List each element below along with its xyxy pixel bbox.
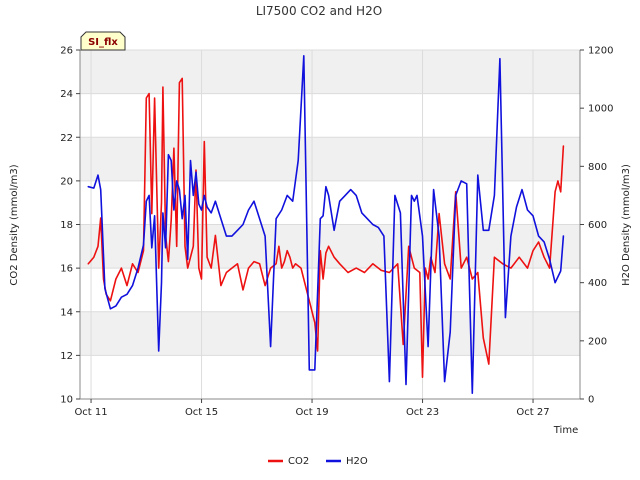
series-layer bbox=[87, 54, 565, 395]
legend-co2-label: CO2 bbox=[288, 456, 309, 467]
site-badge-label: SI_flx bbox=[88, 37, 118, 48]
series-line-h2o bbox=[87, 54, 565, 395]
x-axis: Oct 11 Oct 15 Oct 19 Oct 23 Oct 27 bbox=[74, 399, 550, 418]
y-left-tick-label: 24 bbox=[60, 89, 73, 100]
y-axis-left-label: CO2 Density (mmol/m3) bbox=[9, 164, 20, 285]
y-right-tick-label: 200 bbox=[588, 336, 607, 347]
y-left-tick-label: 22 bbox=[60, 133, 73, 144]
y-axis-right-label: H2O Density (mmol/m3) bbox=[621, 164, 632, 286]
y-left-tick-label: 16 bbox=[60, 264, 73, 275]
y-axis-left: 10 12 14 16 18 20 22 24 26 bbox=[60, 46, 80, 406]
y-right-tick-label: 400 bbox=[588, 278, 607, 289]
plot-band bbox=[80, 224, 580, 269]
chart-title: LI7500 CO2 and H2O bbox=[256, 4, 382, 18]
y-left-tick-label: 12 bbox=[60, 351, 73, 362]
y-right-tick-label: 1200 bbox=[588, 46, 613, 57]
x-tick-label: Oct 27 bbox=[516, 407, 549, 418]
y-right-tick-label: 1000 bbox=[588, 104, 613, 115]
y-left-tick-label: 20 bbox=[60, 176, 73, 187]
y-right-tick-label: 600 bbox=[588, 220, 607, 231]
series-line-co2 bbox=[87, 77, 565, 379]
y-right-tick-label: 0 bbox=[588, 395, 594, 406]
plot-band bbox=[80, 311, 580, 356]
y-left-tick-label: 26 bbox=[60, 46, 73, 57]
x-tick-label: Oct 23 bbox=[406, 407, 439, 418]
site-badge-box bbox=[80, 31, 126, 51]
x-tick-label: Oct 19 bbox=[295, 407, 328, 418]
legend-h2o-label: H2O bbox=[346, 456, 368, 467]
y-left-tick-label: 14 bbox=[60, 307, 73, 318]
plot-band bbox=[80, 50, 580, 94]
y-left-tick-label: 18 bbox=[60, 220, 73, 231]
y-right-tick-label: 800 bbox=[588, 162, 607, 173]
y-axis-right: 0 200 400 600 800 1000 1200 bbox=[580, 46, 613, 406]
legend: CO2 H2O bbox=[268, 456, 368, 467]
site-badge: SI_flx bbox=[80, 31, 126, 51]
x-tick-label: Oct 15 bbox=[185, 407, 218, 418]
x-tick-label: Oct 11 bbox=[74, 407, 107, 418]
x-axis-label: Time bbox=[553, 425, 578, 436]
y-left-tick-label: 10 bbox=[60, 395, 73, 406]
